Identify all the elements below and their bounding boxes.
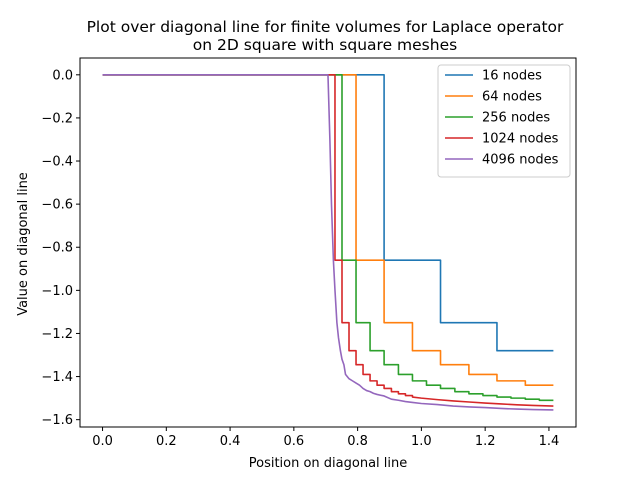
series-line-1 (102, 74, 554, 352)
x-tick-label: 0.6 (284, 434, 305, 449)
legend-label: 64 nodes (482, 90, 542, 105)
x-tick-label: 1.2 (475, 434, 496, 449)
y-tick-label: −1.0 (41, 284, 73, 299)
legend-label: 4096 nodes (482, 153, 559, 168)
y-tick-label: −1.2 (41, 327, 73, 342)
legend-label: 16 nodes (482, 69, 542, 84)
chart-title-line-1: Plot over diagonal line for finite volum… (87, 18, 564, 36)
y-tick-label: −1.6 (41, 413, 73, 428)
y-tick-label: −0.4 (41, 155, 73, 170)
y-axis-label: Value on diagonal line (16, 172, 31, 316)
y-tick-label: −0.8 (41, 241, 73, 256)
y-tick-label: 0.0 (52, 68, 73, 83)
axes-frame (79, 57, 577, 428)
x-tick-label: 0.0 (92, 434, 113, 449)
series-layer (102, 74, 554, 411)
x-tick-label: 1.4 (539, 434, 560, 449)
legend: 16 nodes 64 nodes 256 nodes 1024 nodes 4096 … (437, 64, 571, 178)
x-axis-label: Position on diagonal line (249, 456, 408, 471)
chart-title-line-2: on 2D square with square meshes (193, 36, 457, 54)
y-tick-label: −0.2 (41, 111, 73, 126)
series-line-5 (102, 74, 554, 411)
legend-label: 256 nodes (482, 111, 550, 126)
x-tick-label: 0.8 (347, 434, 368, 449)
y-axis-ticks: 0.0 −0.2 −0.4 −0.6 −0.8 −1.0 −1.2 −1.4 −1.6 (41, 68, 80, 428)
y-tick-label: −0.6 (41, 198, 73, 213)
series-line-4 (102, 74, 554, 407)
y-tick-label: −1.4 (41, 370, 73, 385)
x-tick-label: 0.4 (220, 434, 241, 449)
series-line-3 (102, 74, 554, 402)
x-tick-label: 1.0 (411, 434, 432, 449)
x-axis-ticks: 0.0 0.2 0.4 0.6 0.8 1.0 1.2 1.4 (92, 427, 559, 449)
legend-label: 1024 nodes (482, 132, 559, 147)
x-tick-label: 0.2 (156, 434, 177, 449)
legend-box (437, 64, 571, 178)
series-line-2 (102, 74, 554, 386)
